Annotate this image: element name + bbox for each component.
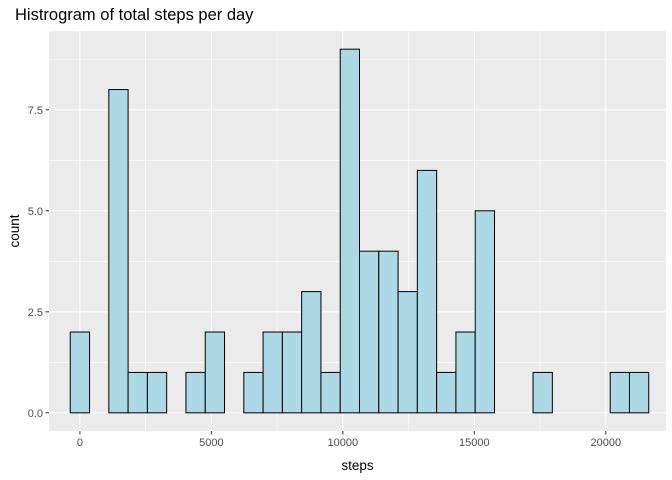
axes: 0 5000 10000 15000 20000 0.0 2.5 5.0 7.5 (28, 105, 621, 449)
histogram-bar (455, 331, 476, 414)
histogram-bar (532, 371, 553, 414)
histogram-bar (243, 371, 264, 414)
histogram-bar (301, 291, 322, 414)
histogram-bar (69, 331, 91, 414)
x-tick-label: 0 (77, 437, 83, 449)
histogram-bar (416, 169, 438, 414)
y-tick-label: 0.0 (28, 408, 43, 420)
chart-title: Histrogram of total steps per day (15, 6, 254, 24)
histogram-bar (378, 250, 399, 414)
x-tick-label: 5000 (199, 437, 223, 449)
histogram-bar (339, 48, 360, 414)
x-tick-label: 15000 (459, 437, 490, 449)
histogram-bar (108, 89, 129, 414)
histogram-bar (146, 371, 168, 414)
histogram-bar (281, 331, 303, 414)
histogram-bar (262, 331, 283, 414)
x-tick-label: 10000 (328, 437, 359, 449)
y-tick-label: 5.0 (28, 206, 43, 218)
histogram-bar (185, 371, 206, 414)
x-axis-title: steps (341, 458, 374, 473)
histogram-bar (436, 371, 457, 414)
y-axis-title: count (7, 214, 22, 247)
histogram-bar (474, 210, 496, 414)
histogram-bar (127, 371, 148, 414)
y-tick-label: 2.5 (28, 307, 43, 319)
histogram-bar (609, 371, 630, 414)
histogram-bar (397, 291, 418, 414)
histogram-bar (358, 250, 380, 414)
x-tick-label: 20000 (591, 437, 622, 449)
histogram-bar (204, 331, 226, 414)
y-tick-label: 7.5 (28, 105, 43, 117)
histogram-bars (69, 48, 650, 414)
histogram-bar (628, 371, 650, 414)
histogram-bar (320, 371, 341, 414)
